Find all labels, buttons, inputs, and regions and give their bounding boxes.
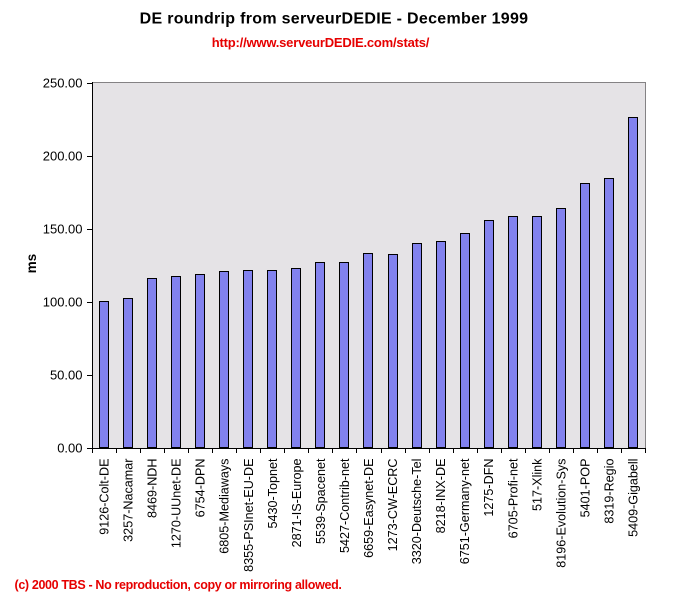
svg-text:1270-UUnet-DE: 1270-UUnet-DE <box>170 459 184 549</box>
svg-text:6754-DPN: 6754-DPN <box>194 459 208 518</box>
svg-text:8218-INX-DE: 8218-INX-DE <box>434 459 448 534</box>
svg-text:50.00: 50.00 <box>50 368 83 383</box>
svg-text:8319-Regio: 8319-Regio <box>602 459 616 524</box>
svg-text:6705-Profi-net: 6705-Profi-net <box>506 458 520 538</box>
svg-text:5401-POP: 5401-POP <box>578 459 592 518</box>
svg-text:(c) 2000 TBS - No reproduction: (c) 2000 TBS - No reproduction, copy or … <box>15 578 342 592</box>
svg-text:5427-Contrib-net: 5427-Contrib-net <box>338 458 352 553</box>
svg-text:6805-Mediaways: 6805-Mediaways <box>218 459 232 554</box>
svg-text:3257-Nacamar: 3257-Nacamar <box>122 459 136 542</box>
svg-text:517-Xlink: 517-Xlink <box>530 458 544 511</box>
svg-text:150.00: 150.00 <box>43 222 83 237</box>
svg-text:1273-CW-ECRC: 1273-CW-ECRC <box>386 459 400 552</box>
svg-text:100.00: 100.00 <box>43 295 83 310</box>
svg-text:6659-Easynet-DE: 6659-Easynet-DE <box>362 459 376 558</box>
svg-text:ms: ms <box>24 254 39 273</box>
svg-text:8355-PSInet-EU-DE: 8355-PSInet-EU-DE <box>242 459 256 572</box>
svg-text:5539-Spacenet: 5539-Spacenet <box>314 458 328 544</box>
svg-text:200.00: 200.00 <box>43 149 83 164</box>
svg-text:9126-Colt-DE: 9126-Colt-DE <box>98 459 112 535</box>
svg-text:3320-Deutsche-Tel: 3320-Deutsche-Tel <box>410 458 424 564</box>
svg-text:0.00: 0.00 <box>57 441 82 456</box>
svg-text:DE roundrip from serveurDEDIE: DE roundrip from serveurDEDIE - December… <box>140 11 529 28</box>
svg-text:http://www.serveurDEDIE.com/st: http://www.serveurDEDIE.com/stats/ <box>212 35 430 50</box>
svg-text:5409-Gigabell: 5409-Gigabell <box>626 459 640 537</box>
svg-text:8469-NDH: 8469-NDH <box>146 459 160 519</box>
svg-text:2871-IS-Europe: 2871-IS-Europe <box>290 459 304 548</box>
svg-text:1275-DFN: 1275-DFN <box>482 458 496 516</box>
svg-text:6751-Germany-net: 6751-Germany-net <box>458 458 472 564</box>
svg-text:8196-Evolution-Sys: 8196-Evolution-Sys <box>554 459 568 568</box>
svg-text:250.00: 250.00 <box>43 76 83 91</box>
svg-text:5430-Topnet: 5430-Topnet <box>266 458 280 529</box>
